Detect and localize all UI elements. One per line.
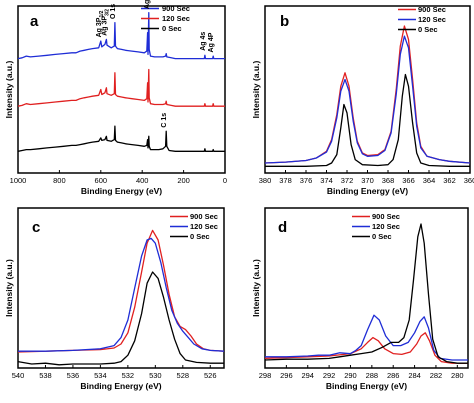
- panel-b-plot-frame: [264, 5, 471, 174]
- panel-d-y-axis-label: Intensity (a.u.): [251, 259, 261, 317]
- panel-a-peak-annotation: O 1s: [110, 4, 117, 19]
- panel-d-legend-entry: 900 Sec: [372, 212, 400, 221]
- panel-b-letter: b: [280, 13, 289, 30]
- panel-d-x-tick-label: 290: [344, 371, 357, 380]
- panel-b-series-line-2: [265, 73, 470, 167]
- panel-b-x-axis-label: Binding Energy (eV): [327, 186, 408, 196]
- panel-b-x-tick-label: 360: [464, 176, 474, 185]
- panel-d-x-tick-label: 286: [387, 371, 400, 380]
- panel-b-x-tick-label: 380: [259, 176, 272, 185]
- panel-d-x-tick-label: 284: [408, 371, 421, 380]
- panel-c-o1s-spectrum: 540 538 536 534 532 530 528 526 Binding Energy (…: [4, 207, 225, 391]
- panel-c-series-line-0: [17, 229, 225, 353]
- panel-b-series-line-0: [264, 25, 471, 164]
- panel-b-x-tick-label: 366: [402, 176, 415, 185]
- panel-a-x-tick-label: 600: [95, 176, 108, 185]
- panel-c-x-tick-label: 534: [94, 371, 107, 380]
- panel-a-plot-frame: [17, 5, 226, 174]
- panel-c-legend-entry: 900 Sec: [190, 212, 218, 221]
- panel-b-x-tick-label: 370: [361, 176, 374, 185]
- panel-d-x-tick-label: 292: [323, 371, 336, 380]
- panel-c-plot-frame: [17, 207, 225, 369]
- panel-b-x-tick-label: 378: [279, 176, 292, 185]
- panel-d-legend-entry: 120 Sec: [372, 222, 400, 231]
- panel-c-x-tick-label: 530: [149, 371, 162, 380]
- panel-c-x-tick-label: 538: [39, 371, 52, 380]
- panel-a-legend-entry: 900 Sec: [162, 4, 190, 13]
- panel-a-peak-annotation: C 1s: [161, 113, 168, 128]
- panel-b-x-tick-label: 372: [341, 176, 354, 185]
- panel-a-peak-annotation-subscript: 1/2: [99, 10, 105, 17]
- panel-c-y-axis-label: Intensity (a.u.): [4, 259, 14, 317]
- panel-d-x-tick-label: 296: [280, 371, 293, 380]
- panel-a-x-tick-label: 0: [223, 176, 227, 185]
- panel-a-series-line-2: [17, 125, 225, 152]
- panel-b-x-tick-label: 374: [320, 176, 333, 185]
- panel-c-x-axis-label: Binding Energy (eV): [80, 381, 161, 391]
- panel-d-series-line-0: [264, 332, 468, 364]
- panel-d-x-axis-label: Binding Energy (eV): [326, 381, 407, 391]
- panel-b-x-tick-label: 362: [443, 176, 456, 185]
- panel-c-series-line-2: [17, 271, 224, 366]
- panel-a-peak-annotation: Ag 3P1/2: [96, 10, 105, 37]
- panel-a-y-axis-label: Intensity (a.u.): [4, 61, 14, 119]
- panel-d-x-tick-label: 298: [259, 371, 272, 380]
- panel-c-x-tick-label: 526: [204, 371, 217, 380]
- panel-a-survey-spectrum: 1000 800 600 400 200 0 Binding Energy (eV) Inte…: [4, 0, 227, 196]
- panel-b-y-axis-label: Intensity (a.u.): [251, 61, 261, 119]
- panel-c-x-tick-label: 536: [67, 371, 80, 380]
- panel-a-x-tick-label: 200: [177, 176, 190, 185]
- panel-b-series-line-1: [264, 35, 471, 164]
- panel-a-x-axis-label: Binding Energy (eV): [81, 186, 162, 196]
- panel-a-x-tick-label: 400: [136, 176, 149, 185]
- panel-b-legend-entry: 120 Sec: [418, 15, 446, 24]
- panel-b-x-tick-label: 364: [423, 176, 436, 185]
- panel-c-x-tick-label: 540: [12, 371, 25, 380]
- panel-a-peak-annotation: Ag 3P3/2: [101, 9, 110, 36]
- panel-c-legend-entry: 0 Sec: [190, 232, 210, 241]
- panel-c-letter: c: [32, 219, 40, 236]
- panel-a-x-tick-label: 800: [53, 176, 66, 185]
- panel-d-x-tick-label: 294: [301, 371, 314, 380]
- panel-a-series-line-1: [17, 68, 225, 107]
- panel-a-letter: a: [30, 13, 39, 30]
- panel-a-peak-annotation-subscript: 3/2: [104, 9, 110, 16]
- panel-d-legend-entry: 0 Sec: [372, 232, 392, 241]
- panel-a-legend-entry: 0 Sec: [162, 24, 182, 33]
- panel-c-series-line-1: [18, 237, 225, 352]
- panel-a-x-tick-label: 1000: [10, 176, 27, 185]
- panel-d-c1s-spectrum: 298 296 294 292 290 288 286 284 282 280 Binding En…: [251, 207, 469, 391]
- panel-d-series-line-1: [265, 314, 468, 361]
- panel-c-x-tick-label: 528: [177, 371, 190, 380]
- panel-d-series-line-2: [264, 223, 468, 364]
- panel-a-peak-annotation: Ag 4P: [208, 32, 215, 52]
- panel-d-letter: d: [278, 219, 287, 236]
- panel-a-series-line-0: [17, 12, 225, 60]
- panel-b-ag3d-spectrum: 380 378 376 374 372 370 368 366 364 362 360 Binding…: [251, 5, 474, 196]
- panel-a-legend-entry: 120 Sec: [162, 14, 190, 23]
- panel-d-x-tick-label: 288: [366, 371, 379, 380]
- panel-d-x-tick-label: 282: [430, 371, 443, 380]
- panel-b-legend-entry: 0 Sec: [418, 25, 438, 34]
- panel-d-plot-frame: [264, 207, 469, 369]
- panel-b-x-tick-label: 368: [382, 176, 395, 185]
- panel-c-x-tick-label: 532: [122, 371, 135, 380]
- panel-b-legend-entry: 900 Sec: [418, 5, 446, 14]
- panel-a-peak-annotation: Ag 4s: [200, 32, 207, 51]
- panel-c-legend-entry: 120 Sec: [190, 222, 218, 231]
- panel-b-x-tick-label: 376: [300, 176, 313, 185]
- panel-d-x-tick-label: 280: [451, 371, 464, 380]
- panel-a-peak-annotation: Ag 3d: [144, 0, 151, 9]
